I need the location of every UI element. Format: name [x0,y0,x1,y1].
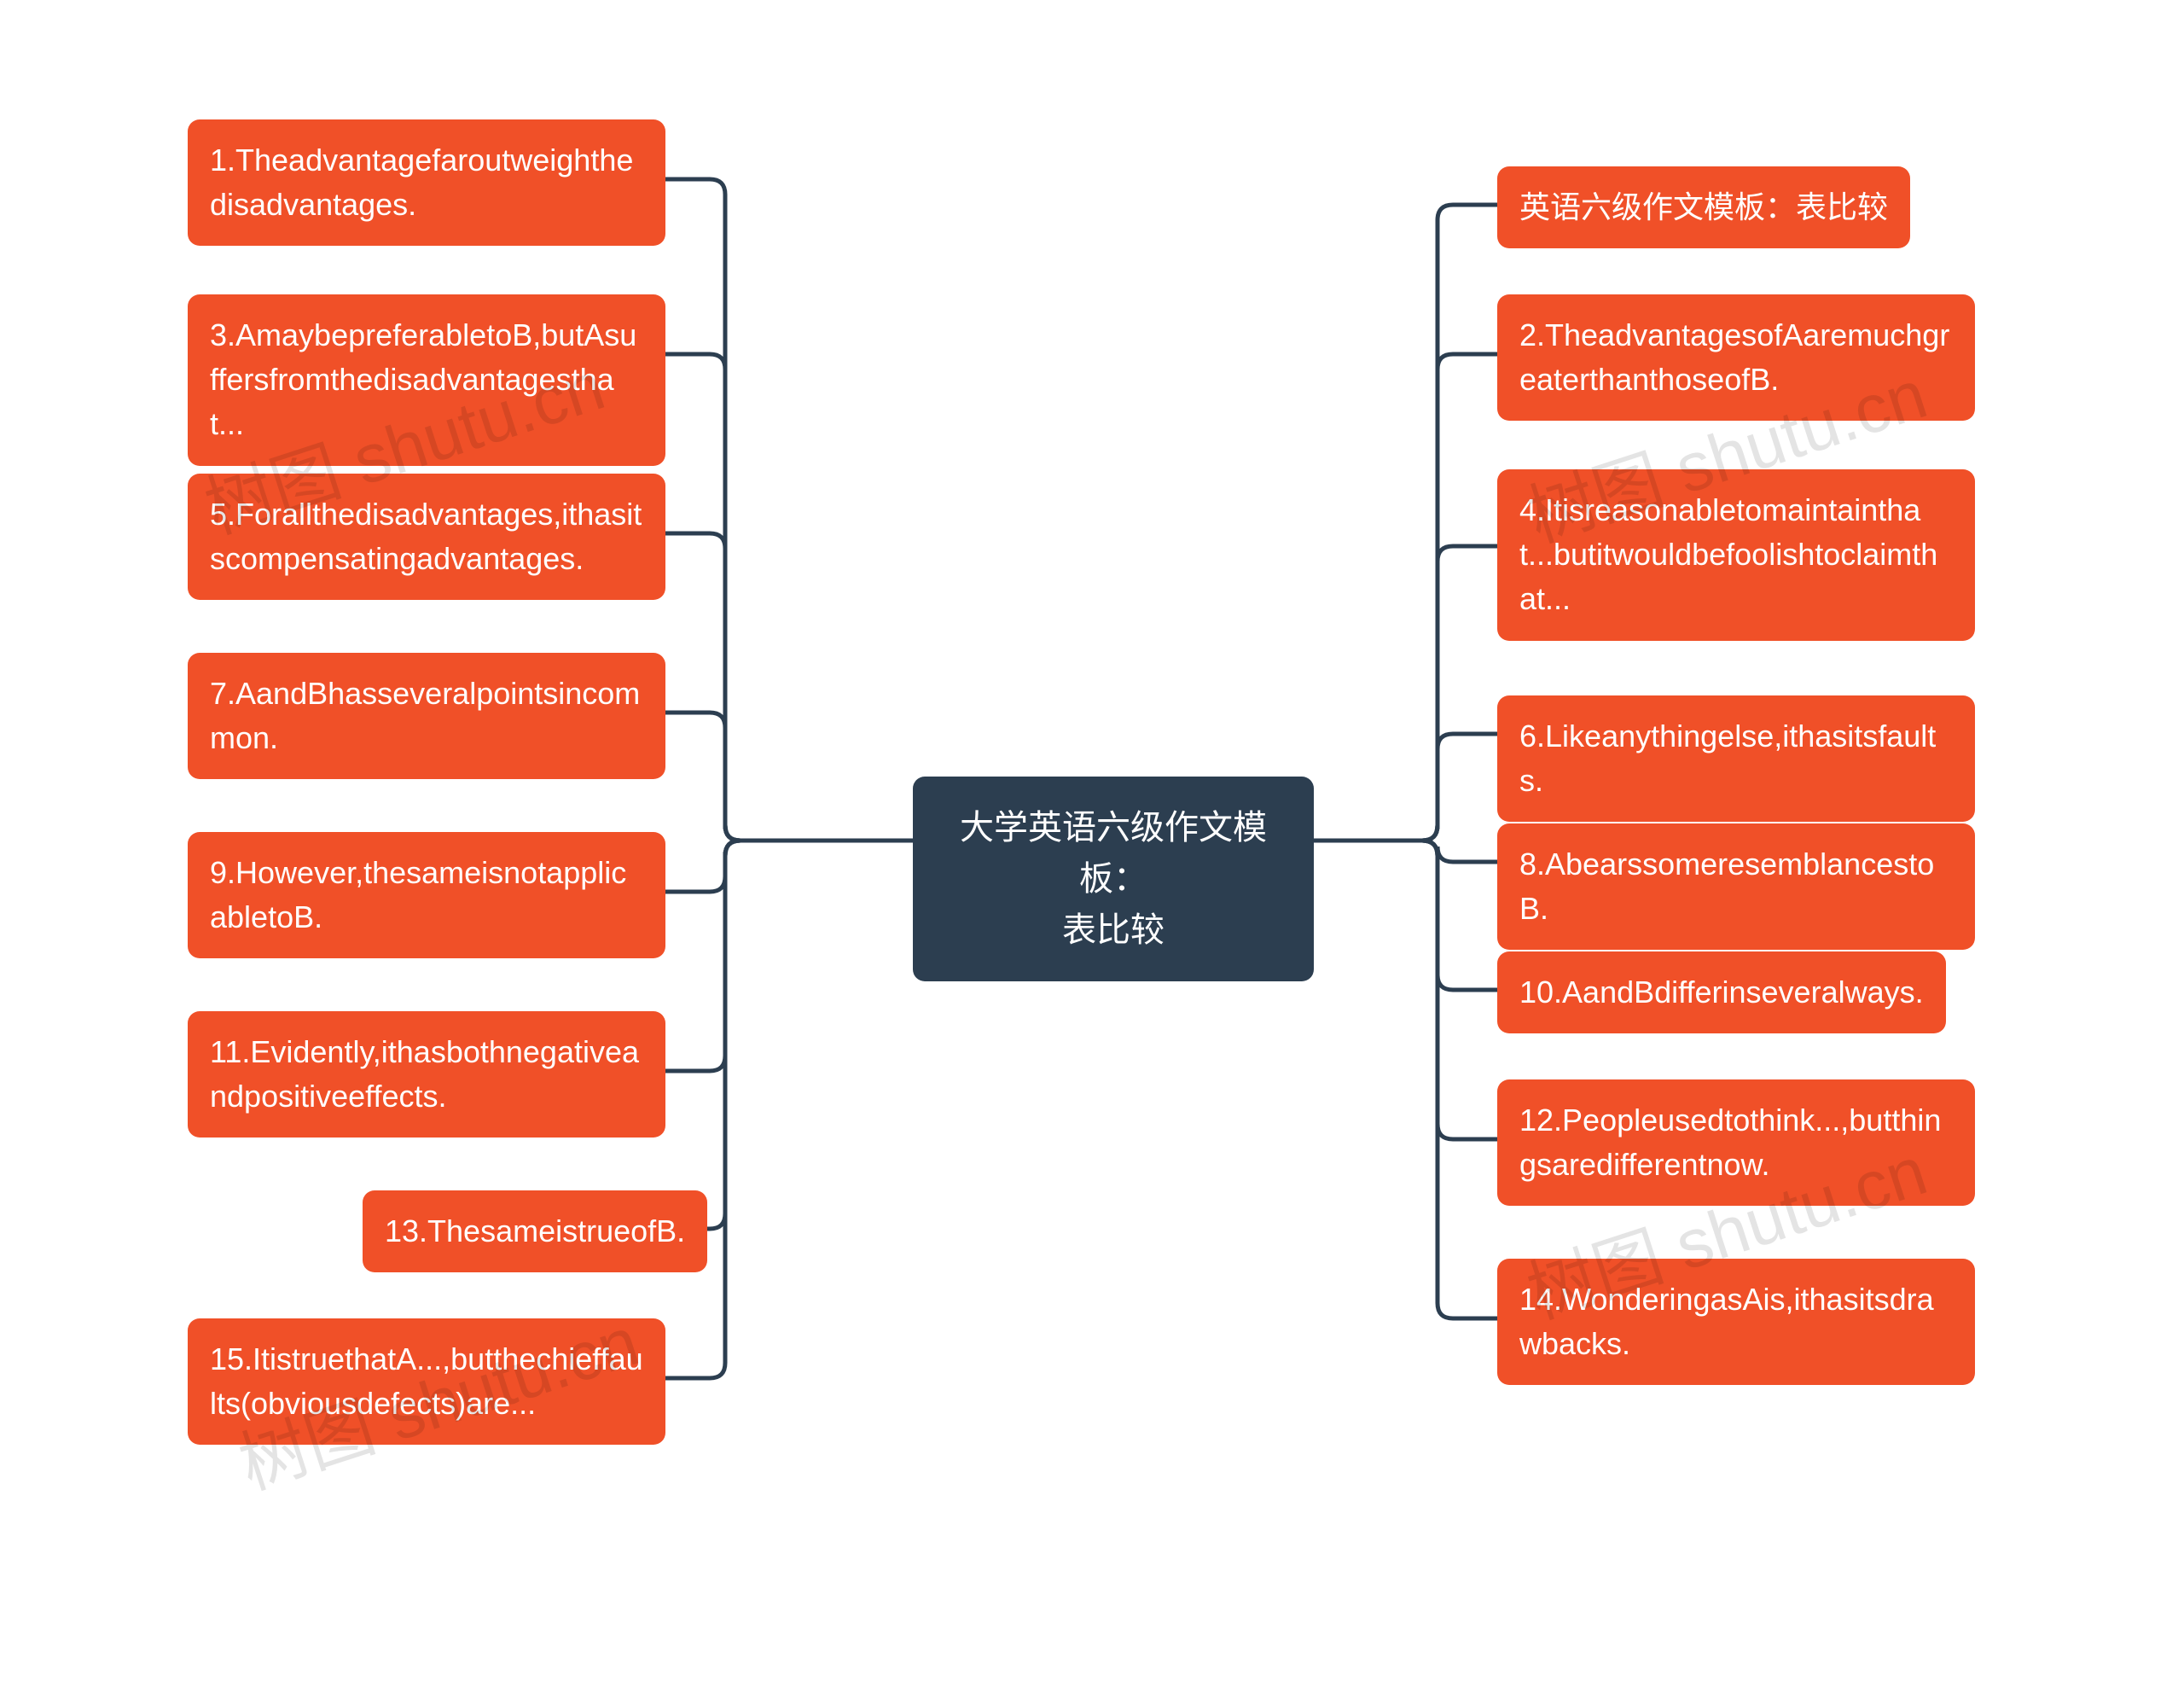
mindmap-container: 大学英语六级作文模板： 表比较 1.Theadvantagefaroutweig… [0,0,2184,1699]
left-branch-4: 9.However,thesameisnotapplicabletoB. [188,832,665,958]
left-branch-0: 1.Theadvantagefaroutweighthedisadvantage… [188,119,665,246]
right-branch-3: 6.Likeanythingelse,ithasitsfaults. [1497,695,1975,822]
right-branch-5: 10.AandBdifferinseveralways. [1497,951,1946,1033]
left-branch-6: 13.ThesameistrueofB. [363,1190,707,1272]
left-branch-1: 3.AmaybepreferabletoB,butAsuffersfromthe… [188,294,665,466]
left-branch-7: 15.ItistruethatA...,butthechieffaults(ob… [188,1318,665,1445]
right-branch-0: 英语六级作文模板：表比较 [1497,166,1910,248]
left-branch-2: 5.Forallthedisadvantages,ithasitscompens… [188,474,665,600]
right-branch-1: 2.TheadvantagesofAaremuchgreaterthanthos… [1497,294,1975,421]
right-branch-2: 4.Itisreasonabletomaintainthat...butitwo… [1497,469,1975,641]
right-branch-7: 14.WonderingasAis,ithasitsdrawbacks. [1497,1259,1975,1385]
left-branch-3: 7.AandBhasseveralpointsincommon. [188,653,665,779]
right-branch-6: 12.Peopleusedtothink...,butthingsarediff… [1497,1079,1975,1206]
right-branch-4: 8.AbearssomeresemblancestoB. [1497,823,1975,950]
center-node: 大学英语六级作文模板： 表比较 [913,777,1314,981]
left-branch-5: 11.Evidently,ithasbothnegativeandpositiv… [188,1011,665,1138]
